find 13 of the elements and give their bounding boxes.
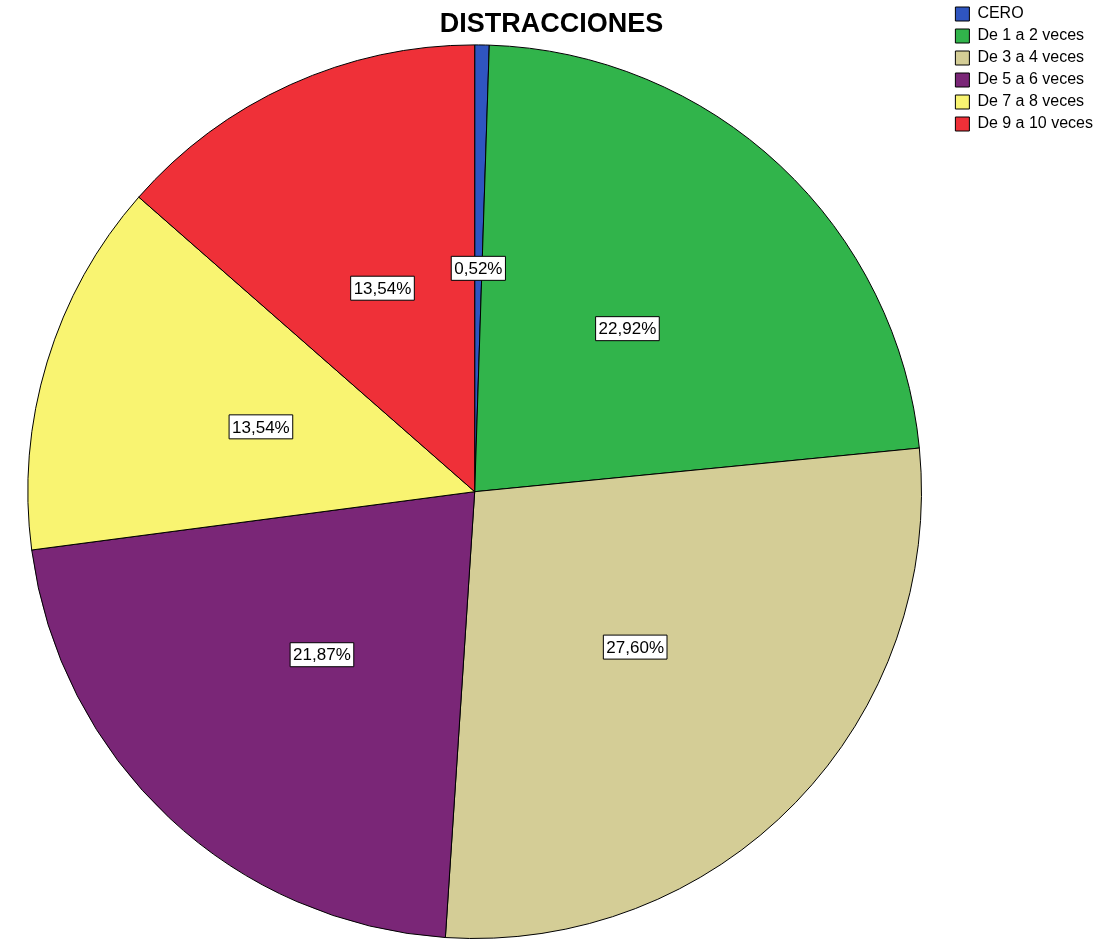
legend-label: CERO: [977, 4, 1024, 22]
legend-label: De 1 a 2 veces: [977, 26, 1085, 44]
data-label: 22,92%: [598, 319, 657, 339]
data-label: 27,60%: [606, 637, 665, 657]
data-label: 0,52%: [454, 259, 503, 279]
legend-label: De 7 a 8 veces: [977, 92, 1085, 110]
data-label: 21,87%: [293, 645, 351, 665]
data-label: 13,54%: [232, 417, 290, 437]
legend-label: De 3 a 4 veces: [977, 48, 1085, 66]
chart-title: DISTRACCIONES: [439, 7, 664, 38]
data-label: 13,54%: [353, 278, 412, 298]
legend-label: De 9 a 10 veces: [977, 114, 1093, 132]
legend-label: De 5 a 6 veces: [977, 70, 1085, 88]
